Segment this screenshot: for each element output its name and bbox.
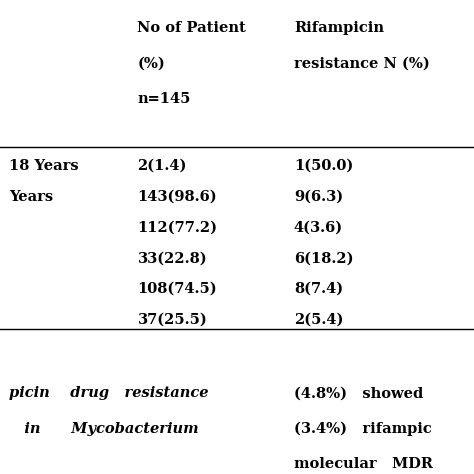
Text: 143(98.6): 143(98.6)	[137, 190, 217, 204]
Text: 18 Years: 18 Years	[9, 159, 79, 173]
Text: 6(18.2): 6(18.2)	[294, 251, 354, 265]
Text: picin    drug   resistance: picin drug resistance	[9, 386, 209, 401]
Text: resistance N (%): resistance N (%)	[294, 57, 429, 71]
Text: No of Patient: No of Patient	[137, 21, 246, 36]
Text: Rifampicin: Rifampicin	[294, 21, 384, 36]
Text: Years: Years	[9, 190, 54, 204]
Text: 8(7.4): 8(7.4)	[294, 282, 343, 296]
Text: 2(1.4): 2(1.4)	[137, 159, 187, 173]
Text: 9(6.3): 9(6.3)	[294, 190, 343, 204]
Text: n=145: n=145	[137, 92, 191, 107]
Text: 112(77.2): 112(77.2)	[137, 220, 218, 235]
Text: (%): (%)	[137, 57, 165, 71]
Text: molecular   MDR: molecular MDR	[294, 457, 433, 472]
Text: 2(5.4): 2(5.4)	[294, 313, 343, 327]
Text: 33(22.8): 33(22.8)	[137, 251, 207, 265]
Text: 1(50.0): 1(50.0)	[294, 159, 353, 173]
Text: 4(3.6): 4(3.6)	[294, 220, 343, 235]
Text: in      Mycobacterium: in Mycobacterium	[9, 422, 199, 436]
Text: 108(74.5): 108(74.5)	[137, 282, 217, 296]
Text: (3.4%)   rifampic: (3.4%) rifampic	[294, 422, 432, 436]
Text: (4.8%)   showed: (4.8%) showed	[294, 386, 423, 401]
Text: 37(25.5): 37(25.5)	[137, 313, 207, 327]
